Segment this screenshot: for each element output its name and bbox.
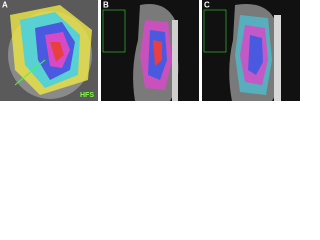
- panel-b: B: [101, 0, 199, 101]
- dose-red: [153, 40, 162, 66]
- dose-red: [50, 42, 64, 62]
- beam-line: [14, 59, 46, 86]
- panel-label: B: [103, 1, 109, 10]
- panel-c: C: [202, 0, 300, 101]
- spine: [274, 15, 281, 101]
- figure: A HFS B C: [0, 0, 300, 101]
- panel-label: A: [2, 1, 8, 10]
- spine: [172, 20, 178, 101]
- panel-label: C: [204, 1, 210, 10]
- orientation-label: HFS: [80, 92, 94, 99]
- dose-blue: [248, 35, 263, 75]
- legend-box: [203, 9, 227, 53]
- panel-a: A HFS: [0, 0, 98, 101]
- legend-box: [102, 9, 126, 53]
